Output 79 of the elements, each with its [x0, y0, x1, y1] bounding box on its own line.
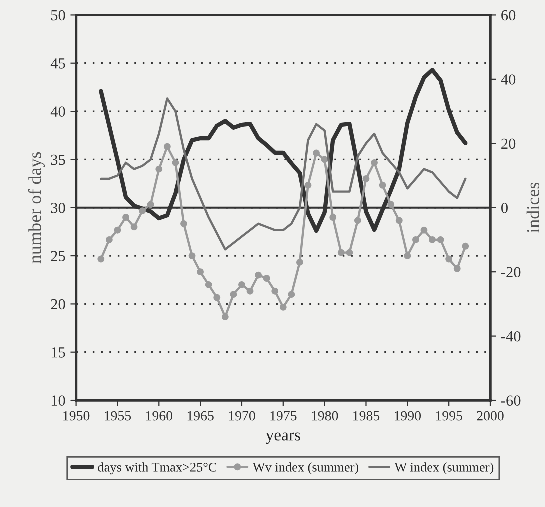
point: [238, 281, 246, 288]
x-tick-label: 1965: [188, 411, 214, 421]
x-tick-label: 1960: [146, 411, 172, 421]
x-tick-label: 1985: [354, 411, 380, 421]
point: [396, 217, 403, 224]
point: [412, 236, 420, 244]
y-tick-label: 30: [51, 203, 66, 214]
point: [371, 159, 378, 166]
y2-tick-label: 60: [502, 10, 516, 21]
point: [106, 236, 113, 244]
point: [420, 226, 428, 234]
y-tick-label: 45: [50, 58, 66, 69]
legend-label: W index (summer): [394, 462, 494, 475]
point: [263, 275, 270, 282]
y-tick-label: 20: [51, 299, 66, 310]
y-tick-label: 50: [51, 10, 66, 21]
point: [122, 214, 130, 221]
point: [404, 252, 412, 260]
point: [429, 236, 436, 244]
point: [214, 294, 221, 302]
x-tick-label: 1950: [64, 411, 90, 421]
point: [346, 249, 354, 256]
point: [172, 159, 180, 166]
y2-axis-title: indices: [526, 182, 540, 234]
point: [114, 226, 122, 234]
point: [354, 217, 362, 224]
x-tick-label: 1970: [229, 411, 256, 421]
point: [246, 288, 254, 295]
y-tick-label: 40: [50, 106, 66, 117]
point: [388, 201, 395, 208]
y2-tick-label: 0: [502, 203, 508, 214]
point: [454, 265, 461, 272]
point: [180, 220, 188, 228]
point: [222, 314, 229, 321]
point: [313, 150, 320, 157]
y2-tick-label: 40: [501, 74, 516, 85]
point: [296, 258, 304, 266]
x-tick-label: 1980: [312, 411, 338, 421]
point: [230, 291, 238, 298]
point: [437, 236, 444, 244]
x-tick-label: 1955: [105, 411, 132, 421]
point: [280, 304, 287, 311]
y2-tick-label: 20: [502, 138, 516, 150]
y-tick-label: 15: [52, 348, 66, 358]
point: [164, 143, 171, 150]
point: [321, 156, 328, 164]
point: [272, 288, 279, 295]
y2-tick-label: -40: [501, 331, 521, 342]
line-series: [100, 98, 467, 251]
y2-tick-label: -20: [501, 267, 521, 278]
point: [338, 249, 345, 256]
y-axis-title: number of days: [28, 152, 46, 264]
point: [255, 272, 262, 279]
point: [304, 182, 312, 189]
y2-tick-label: -60: [501, 396, 521, 406]
x-tick-label: 2000: [477, 411, 504, 421]
point: [362, 176, 370, 182]
x-tick-label: 1990: [394, 411, 422, 421]
x-tick-label: 1975: [270, 411, 297, 421]
point: [156, 166, 163, 173]
point: [330, 214, 337, 221]
legend-label: days with Tmax>25°C: [98, 462, 216, 475]
point: [188, 252, 196, 260]
y-tick-label: 10: [52, 396, 66, 406]
point: [147, 201, 154, 208]
legend-label: Wv index (summer): [252, 462, 359, 475]
x-axis-title: years: [266, 432, 300, 444]
point: [130, 224, 138, 231]
x-tick-label: 1995: [436, 411, 462, 421]
point: [205, 281, 212, 288]
point: [379, 182, 386, 189]
y-tick-label: 25: [51, 251, 66, 262]
point: [288, 291, 296, 298]
point: [139, 208, 146, 215]
point: [446, 256, 453, 263]
point: [197, 268, 204, 276]
y-tick-label: 35: [51, 154, 66, 166]
point: [462, 242, 470, 250]
point: [98, 256, 105, 263]
